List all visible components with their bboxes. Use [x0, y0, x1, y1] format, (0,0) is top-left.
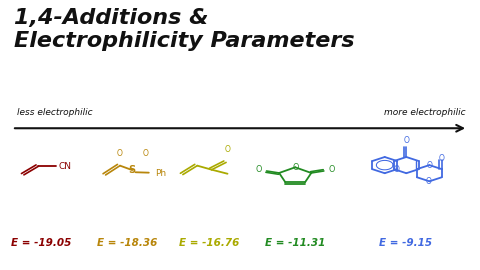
Text: O: O — [426, 161, 432, 170]
Text: O: O — [425, 177, 432, 186]
Text: E = -19.05: E = -19.05 — [11, 238, 71, 248]
Text: E = -9.15: E = -9.15 — [379, 238, 432, 248]
Text: O: O — [143, 149, 149, 158]
Text: O: O — [255, 165, 262, 174]
Text: 1,4-Additions &
Electrophilicity Parameters: 1,4-Additions & Electrophilicity Paramet… — [14, 8, 355, 50]
Text: O: O — [439, 154, 445, 163]
Text: O: O — [292, 163, 299, 172]
Text: O: O — [225, 145, 230, 154]
Text: E = -18.36: E = -18.36 — [97, 238, 157, 248]
Text: O: O — [403, 136, 409, 146]
Text: less electrophilic: less electrophilic — [17, 107, 93, 117]
Text: O: O — [117, 149, 123, 158]
Text: O: O — [329, 165, 336, 174]
Text: E = -16.76: E = -16.76 — [179, 238, 239, 248]
Text: E = -11.31: E = -11.31 — [265, 238, 325, 248]
Text: S: S — [129, 165, 136, 175]
Text: Ph: Ph — [155, 169, 166, 178]
Text: O: O — [393, 165, 399, 174]
Text: CN: CN — [58, 162, 72, 171]
Text: more electrophilic: more electrophilic — [384, 107, 466, 117]
